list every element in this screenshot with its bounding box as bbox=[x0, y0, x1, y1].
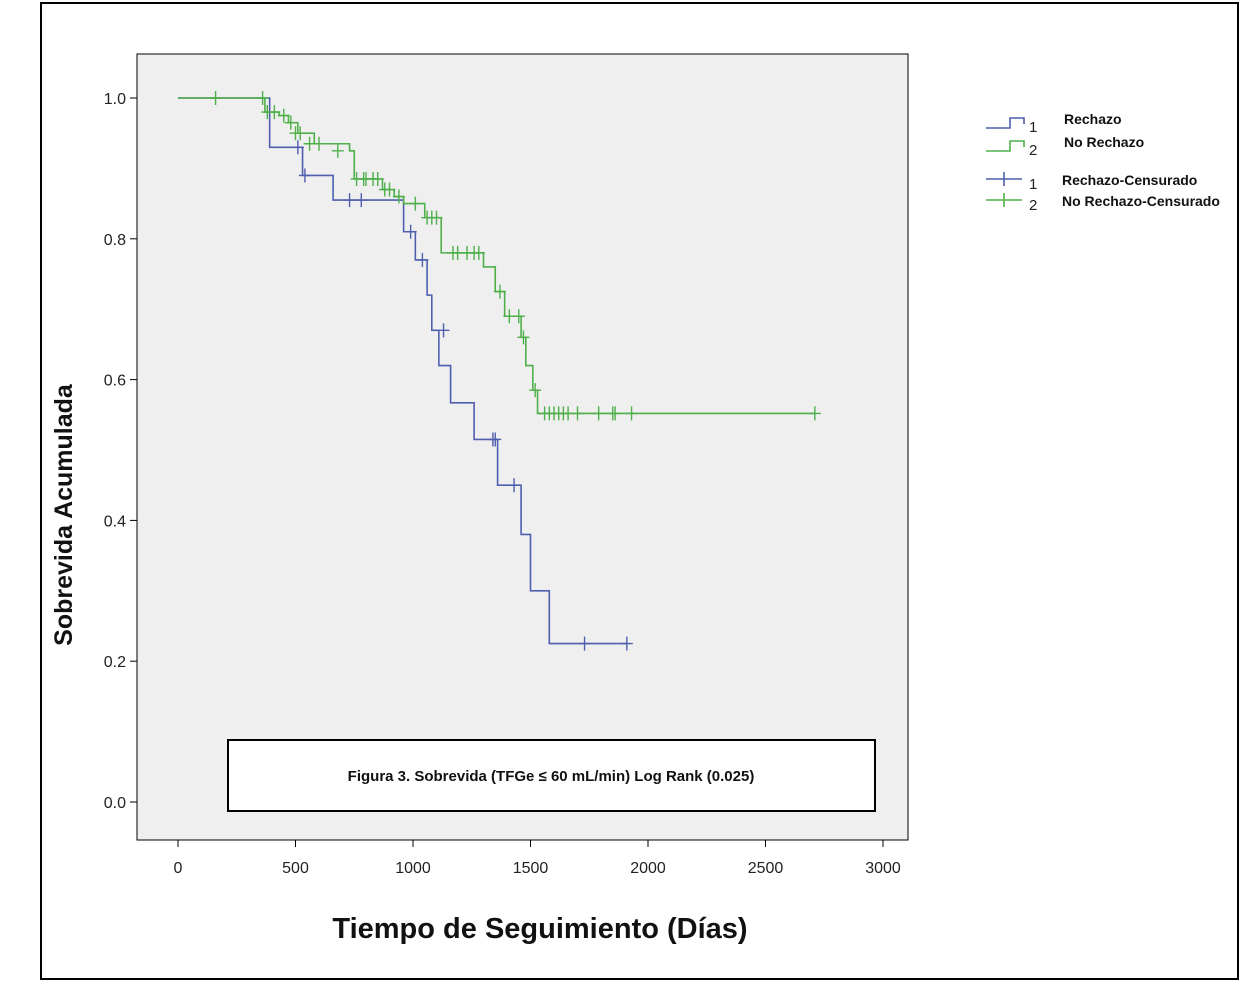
censor-mark bbox=[298, 168, 311, 183]
y-tick-label-5: 1.0 bbox=[104, 91, 126, 108]
legend-number: 1 bbox=[1029, 119, 1037, 136]
censor-mark bbox=[355, 193, 368, 208]
legend-censor-swatch bbox=[986, 172, 1022, 186]
censor-mark bbox=[808, 406, 821, 421]
censor-mark bbox=[291, 140, 304, 155]
x-tick-label-3: 1500 bbox=[513, 860, 549, 877]
censor-mark bbox=[404, 224, 417, 239]
censor-mark bbox=[392, 189, 405, 204]
x-tick-label-4: 2000 bbox=[630, 860, 666, 877]
censor-mark bbox=[620, 636, 633, 651]
legend-label: Rechazo-Censurado bbox=[1062, 172, 1197, 188]
censor-mark bbox=[571, 406, 584, 421]
censor-mark bbox=[294, 126, 307, 141]
legend-number: 2 bbox=[1029, 197, 1037, 214]
y-tick-label-3: 0.6 bbox=[104, 373, 126, 390]
y-tick-label-0: 0.0 bbox=[104, 795, 126, 812]
x-tick-label-5: 2500 bbox=[748, 860, 784, 877]
series-1-line bbox=[178, 97, 627, 645]
censor-mark bbox=[517, 330, 530, 345]
legend-item-4: 2 No Rechazo-Censurado bbox=[986, 193, 1220, 214]
censor-mark bbox=[609, 406, 622, 421]
censor-mark bbox=[512, 309, 525, 324]
censor-mark bbox=[578, 636, 591, 651]
legend: 1 Rechazo 2 No Rechazo 1 Rechazo-Censurado 2 No… bbox=[986, 111, 1220, 214]
legend-line-swatch bbox=[986, 117, 1025, 129]
legend-label: Rechazo bbox=[1064, 111, 1122, 127]
censor-mark bbox=[268, 105, 281, 120]
axes: 0.0 0.2 0.4 0.6 0.8 1.0 0 500 1000 1500 2000 2500 30… bbox=[104, 91, 901, 877]
censor-mark bbox=[472, 245, 485, 260]
series-2 bbox=[178, 91, 821, 421]
censor-mark bbox=[209, 91, 222, 105]
legend-number: 1 bbox=[1029, 176, 1037, 193]
y-tick-label-1: 0.2 bbox=[104, 654, 126, 671]
legend-item-1: 1 Rechazo bbox=[986, 111, 1122, 136]
legend-item-3: 1 Rechazo-Censurado bbox=[986, 172, 1197, 193]
censor-mark bbox=[416, 252, 429, 267]
censor-mark bbox=[284, 115, 297, 130]
censor-mark bbox=[383, 182, 396, 197]
legend-line-swatch bbox=[986, 140, 1025, 152]
legend-item-2: 2 No Rechazo bbox=[986, 134, 1144, 159]
annotation-text: Figura 3. Sobrevida (TFGe ≤ 60 mL/min) L… bbox=[348, 768, 755, 785]
censor-mark bbox=[592, 406, 605, 421]
censor-mark bbox=[409, 196, 422, 211]
x-tick-label-6: 3000 bbox=[865, 860, 901, 877]
legend-label: No Rechazo-Censurado bbox=[1062, 193, 1220, 209]
y-tick-label-4: 0.8 bbox=[104, 232, 126, 249]
legend-label: No Rechazo bbox=[1064, 134, 1144, 150]
censor-mark bbox=[313, 136, 325, 151]
x-tick-label-0: 0 bbox=[174, 860, 183, 877]
series-layer bbox=[178, 91, 821, 651]
censor-mark bbox=[508, 478, 521, 493]
censor-mark bbox=[493, 284, 506, 299]
censor-mark bbox=[256, 91, 269, 105]
censor-mark bbox=[343, 193, 356, 208]
censor-mark bbox=[529, 383, 542, 398]
y-tick-label-2: 0.4 bbox=[104, 513, 126, 530]
annotation-box: Figura 3. Sobrevida (TFGe ≤ 60 mL/min) L… bbox=[227, 739, 876, 812]
censor-mark bbox=[437, 323, 450, 338]
censor-mark bbox=[625, 406, 638, 421]
x-tick-label-1: 500 bbox=[282, 860, 309, 877]
censor-mark bbox=[331, 143, 344, 158]
x-tick-label-2: 1000 bbox=[395, 860, 431, 877]
x-axis-title: Tiempo de Seguimiento (Días) bbox=[332, 913, 747, 945]
legend-number: 2 bbox=[1029, 142, 1037, 159]
censor-mark bbox=[371, 171, 384, 186]
legend-censor-swatch bbox=[986, 193, 1022, 207]
y-axis-title: Sobrevida Acumulada bbox=[50, 383, 78, 646]
series-1 bbox=[178, 97, 633, 651]
censor-mark bbox=[277, 108, 290, 123]
plot-area bbox=[136, 53, 909, 841]
censor-mark bbox=[430, 210, 443, 225]
censor-mark bbox=[489, 432, 502, 447]
